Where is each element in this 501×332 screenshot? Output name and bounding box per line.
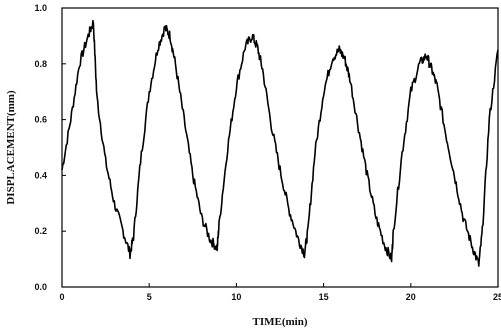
x-axis-ticks: 0 5 10 15 20 25 (59, 283, 501, 302)
plot-area (61, 7, 499, 288)
y-tick-label: 1.0 (34, 3, 47, 13)
y-axis-title: DISPLACEMENT(mm) (5, 90, 17, 205)
x-tick-label: 0 (59, 292, 64, 302)
displacement-series-line (61, 19, 499, 267)
plot-frame (61, 7, 499, 288)
y-tick-label: 0.2 (34, 226, 47, 236)
x-tick-label: 15 (319, 292, 329, 302)
y-tick-label: 0.6 (34, 115, 47, 125)
x-tick-label: 5 (147, 292, 152, 302)
y-tick-label: 0.8 (34, 59, 47, 69)
y-tick-label: 0.0 (34, 282, 47, 292)
x-tick-label: 25 (493, 292, 501, 302)
x-axis-title: TIME(min) (253, 316, 308, 328)
y-tick-label: 0.4 (34, 170, 47, 180)
x-tick-label: 10 (231, 292, 241, 302)
x-tick-label: 20 (406, 292, 416, 302)
y-axis-ticks: 0.0 0.2 0.4 0.6 0.8 1.0 (34, 3, 66, 292)
